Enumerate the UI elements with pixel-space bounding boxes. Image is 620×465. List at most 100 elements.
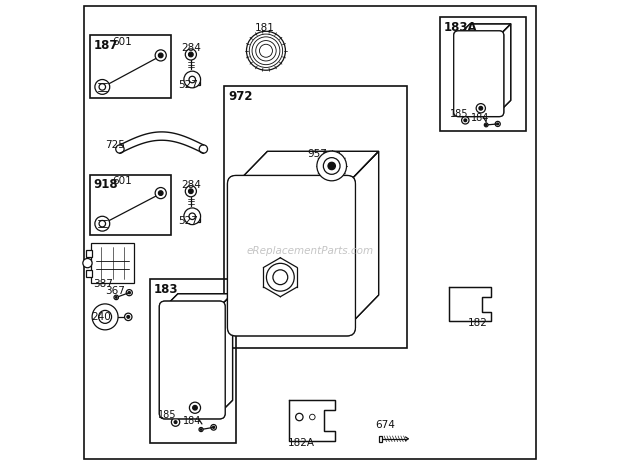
Circle shape bbox=[247, 31, 285, 70]
Circle shape bbox=[190, 402, 200, 413]
Polygon shape bbox=[165, 294, 232, 307]
Circle shape bbox=[128, 292, 130, 294]
Circle shape bbox=[317, 151, 347, 181]
Circle shape bbox=[115, 297, 117, 298]
Text: 182A: 182A bbox=[288, 438, 315, 448]
Text: 183A: 183A bbox=[443, 20, 477, 33]
Circle shape bbox=[99, 220, 105, 227]
FancyBboxPatch shape bbox=[159, 301, 225, 419]
Text: 918: 918 bbox=[94, 178, 118, 191]
Circle shape bbox=[259, 44, 272, 57]
Text: 185: 185 bbox=[450, 109, 469, 119]
Text: 187: 187 bbox=[94, 39, 118, 52]
Text: 240: 240 bbox=[91, 312, 111, 322]
Text: 957: 957 bbox=[308, 148, 327, 159]
Text: 184: 184 bbox=[182, 416, 201, 426]
Circle shape bbox=[252, 37, 280, 65]
Text: 185: 185 bbox=[158, 410, 177, 420]
Circle shape bbox=[476, 104, 485, 113]
Circle shape bbox=[497, 123, 498, 125]
Text: 601: 601 bbox=[112, 37, 132, 47]
Polygon shape bbox=[499, 24, 511, 112]
FancyBboxPatch shape bbox=[159, 301, 225, 419]
Bar bbox=[86, 250, 92, 257]
Circle shape bbox=[95, 216, 110, 231]
Circle shape bbox=[99, 310, 112, 323]
Bar bbox=[224, 86, 407, 348]
Circle shape bbox=[155, 187, 166, 199]
Text: 367: 367 bbox=[105, 286, 125, 297]
Text: 972: 972 bbox=[228, 90, 252, 103]
Bar bbox=[186, 81, 200, 85]
Circle shape bbox=[125, 313, 132, 320]
Text: 284: 284 bbox=[181, 43, 201, 53]
Bar bbox=[186, 218, 200, 222]
Circle shape bbox=[92, 304, 118, 330]
Bar bbox=[91, 243, 134, 284]
Circle shape bbox=[114, 295, 118, 299]
Circle shape bbox=[127, 315, 130, 318]
Circle shape bbox=[200, 429, 202, 430]
Text: eReplacementParts.com: eReplacementParts.com bbox=[246, 246, 374, 256]
FancyBboxPatch shape bbox=[228, 175, 355, 336]
Circle shape bbox=[189, 76, 195, 83]
Polygon shape bbox=[458, 24, 511, 35]
Circle shape bbox=[188, 189, 193, 193]
Bar bbox=[90, 35, 171, 98]
Circle shape bbox=[484, 123, 488, 127]
Circle shape bbox=[193, 405, 197, 410]
Circle shape bbox=[199, 145, 208, 153]
Circle shape bbox=[189, 213, 195, 219]
Circle shape bbox=[155, 50, 166, 61]
Circle shape bbox=[249, 34, 283, 67]
Circle shape bbox=[462, 117, 469, 124]
Text: 527: 527 bbox=[178, 80, 198, 90]
Circle shape bbox=[296, 413, 303, 421]
Polygon shape bbox=[347, 152, 379, 327]
Text: 725: 725 bbox=[105, 140, 125, 150]
Bar bbox=[150, 279, 236, 444]
Circle shape bbox=[267, 263, 294, 291]
FancyBboxPatch shape bbox=[454, 31, 504, 117]
Polygon shape bbox=[289, 400, 335, 441]
Text: 284: 284 bbox=[181, 180, 201, 190]
Bar bbox=[440, 17, 526, 131]
Circle shape bbox=[328, 162, 335, 170]
Circle shape bbox=[485, 124, 487, 126]
Bar bbox=[379, 436, 383, 442]
Polygon shape bbox=[449, 287, 491, 320]
Polygon shape bbox=[236, 152, 379, 184]
Text: 527: 527 bbox=[178, 217, 198, 226]
Circle shape bbox=[171, 418, 180, 426]
Polygon shape bbox=[219, 294, 232, 413]
Circle shape bbox=[256, 40, 276, 61]
Circle shape bbox=[324, 158, 340, 174]
Circle shape bbox=[184, 71, 201, 88]
Text: 674: 674 bbox=[375, 419, 395, 430]
Circle shape bbox=[309, 414, 315, 420]
Circle shape bbox=[273, 270, 288, 285]
Text: 181: 181 bbox=[255, 23, 275, 33]
Circle shape bbox=[158, 53, 163, 58]
FancyBboxPatch shape bbox=[228, 175, 355, 336]
Text: 601: 601 bbox=[112, 176, 132, 186]
Circle shape bbox=[188, 52, 193, 57]
Circle shape bbox=[116, 145, 124, 153]
Text: 184: 184 bbox=[471, 113, 490, 123]
Circle shape bbox=[199, 427, 203, 432]
Circle shape bbox=[184, 208, 201, 225]
Bar bbox=[86, 270, 92, 278]
Circle shape bbox=[95, 80, 110, 94]
Circle shape bbox=[464, 119, 467, 122]
FancyBboxPatch shape bbox=[454, 31, 504, 117]
Text: 182: 182 bbox=[467, 318, 487, 327]
Circle shape bbox=[479, 106, 482, 110]
Circle shape bbox=[99, 84, 105, 90]
Text: 183: 183 bbox=[154, 283, 179, 296]
Circle shape bbox=[213, 426, 215, 428]
Circle shape bbox=[158, 191, 163, 195]
Circle shape bbox=[174, 421, 177, 424]
Bar bbox=[90, 174, 171, 235]
Text: 387: 387 bbox=[93, 279, 113, 289]
Circle shape bbox=[83, 259, 92, 268]
